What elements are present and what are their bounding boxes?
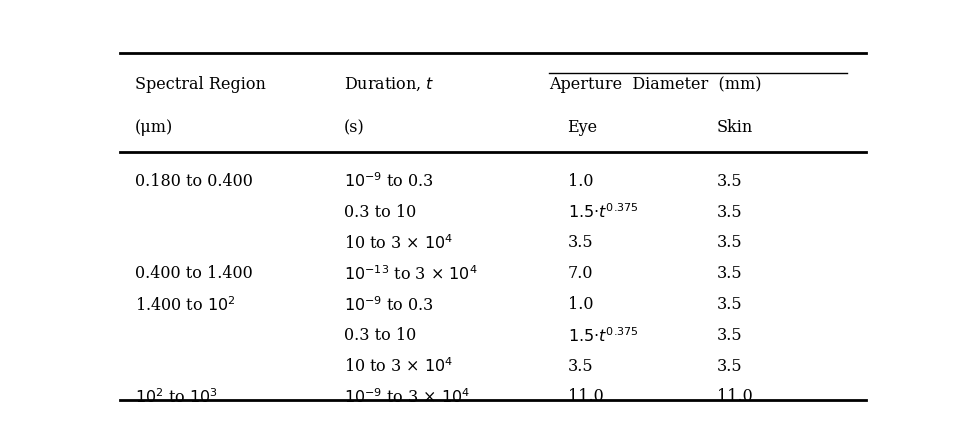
Text: Eye: Eye [567,119,597,136]
Text: 11.0: 11.0 [567,388,603,404]
Text: 3.5: 3.5 [716,172,742,189]
Text: $10^{-9}$ to 0.3: $10^{-9}$ to 0.3 [344,296,433,314]
Text: 3.5: 3.5 [716,326,742,343]
Text: 7.0: 7.0 [567,265,593,282]
Text: 1.0: 1.0 [567,172,593,189]
Text: 1.400 to $10^{2}$: 1.400 to $10^{2}$ [135,296,235,314]
Text: 3.5: 3.5 [716,265,742,282]
Text: 3.5: 3.5 [716,203,742,220]
Text: (s): (s) [344,119,364,136]
Text: 11.0: 11.0 [716,388,752,404]
Text: 1.0: 1.0 [567,296,593,312]
Text: 3.5: 3.5 [716,296,742,312]
Text: 0.400 to 1.400: 0.400 to 1.400 [135,265,253,282]
Text: 3.5: 3.5 [567,234,593,251]
Text: 3.5: 3.5 [567,357,593,374]
Text: 3.5: 3.5 [716,234,742,251]
Text: $10^{-13}$ to 3 × $10^{4}$: $10^{-13}$ to 3 × $10^{4}$ [344,265,477,283]
Text: 3.5: 3.5 [716,357,742,374]
Text: Spectral Region: Spectral Region [135,76,266,92]
Text: $10^{-9}$ to 0.3: $10^{-9}$ to 0.3 [344,172,433,191]
Text: 0.3 to 10: 0.3 to 10 [344,326,416,343]
Text: $10^{-9}$ to 3 × $10^{4}$: $10^{-9}$ to 3 × $10^{4}$ [344,388,470,406]
Text: $1.5{\cdot}t^{0.375}$: $1.5{\cdot}t^{0.375}$ [567,203,638,222]
Text: Aperture  Diameter  (mm): Aperture Diameter (mm) [549,76,761,92]
Text: 0.3 to 10: 0.3 to 10 [344,203,416,220]
Text: $10^{2}$ to $10^{3}$: $10^{2}$ to $10^{3}$ [135,388,218,406]
Text: (μm): (μm) [135,119,173,136]
Text: Duration, $t$: Duration, $t$ [344,76,434,93]
Text: Skin: Skin [716,119,752,136]
Text: 10 to 3 × $10^{4}$: 10 to 3 × $10^{4}$ [344,234,453,253]
Text: 10 to 3 × $10^{4}$: 10 to 3 × $10^{4}$ [344,357,453,375]
Text: 0.180 to 0.400: 0.180 to 0.400 [135,172,253,189]
Text: $1.5{\cdot}t^{0.375}$: $1.5{\cdot}t^{0.375}$ [567,326,638,345]
